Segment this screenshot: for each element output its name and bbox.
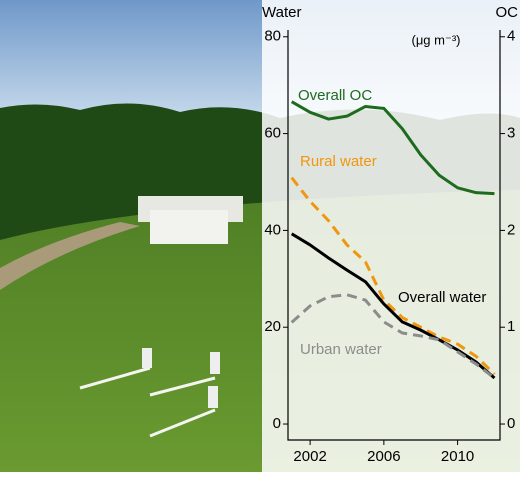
axis-frame <box>287 30 501 441</box>
y-tick-label: 20 <box>264 318 281 335</box>
x-tick-label: 2002 <box>293 448 326 465</box>
unit-label: (μg m⁻³) <box>411 32 460 47</box>
x-tick-label: 2006 <box>367 448 400 465</box>
y-tick-label: 60 <box>264 125 281 142</box>
series-line <box>290 232 496 380</box>
series-line <box>290 293 496 380</box>
y2-tick-label: 2 <box>507 221 515 238</box>
x-tick-label: 2010 <box>441 448 474 465</box>
y2-axis-title: OC <box>496 4 519 21</box>
y2-tick-label: 0 <box>507 415 515 432</box>
series-label: Rural water <box>300 153 377 170</box>
y-tick-label: 80 <box>264 28 281 45</box>
y-tick-label: 40 <box>264 221 281 238</box>
series-label: Overall OC <box>298 87 372 104</box>
y2-tick-label: 3 <box>507 125 515 142</box>
series-line <box>290 176 496 376</box>
series-label: Urban water <box>300 341 382 358</box>
series-line <box>290 100 495 196</box>
overlay <box>262 0 520 472</box>
y2-tick-label: 1 <box>507 318 515 335</box>
y-tick-label: 0 <box>273 415 281 432</box>
y-axis-title: Water <box>262 4 301 21</box>
y2-tick-label: 4 <box>507 28 515 45</box>
series-label: Overall water <box>398 289 486 306</box>
